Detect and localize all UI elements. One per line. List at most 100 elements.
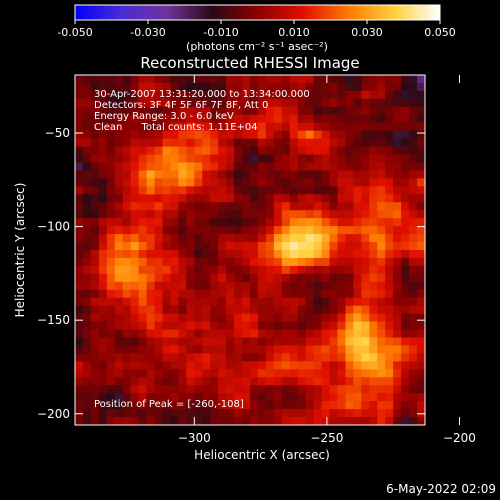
heatmap-cell: [210, 369, 219, 378]
heatmap-cell: [90, 162, 100, 172]
heatmap-cell: [218, 186, 227, 195]
heatmap-cell: [170, 417, 180, 425]
heatmap-cell: [393, 226, 402, 235]
heatmap-cell: [377, 257, 386, 267]
heatmap-cell: [257, 273, 267, 283]
heatmap-cell: [273, 170, 283, 180]
heatmap-cell: [202, 98, 211, 108]
heatmap-cell: [257, 210, 267, 219]
heatmap-cell: [321, 186, 331, 195]
heatmap-cell: [170, 130, 180, 140]
heatmap-cell: [242, 106, 251, 116]
heatmap-cell: [281, 90, 291, 100]
heatmap-cell: [265, 337, 275, 347]
heatmap-cell: [297, 273, 307, 283]
heatmap-cell: [138, 265, 148, 275]
heatmap-cell: [393, 329, 402, 339]
heatmap-cell: [218, 297, 227, 307]
heatmap-cell: [178, 377, 187, 386]
heatmap-cell: [345, 321, 355, 331]
heatmap-cell: [313, 75, 323, 84]
heatmap-cell: [353, 273, 362, 283]
heatmap-cell: [409, 218, 418, 227]
heatmap-cell: [226, 417, 235, 425]
heatmap-cell: [178, 289, 187, 299]
heatmap-cell: [409, 297, 418, 307]
heatmap-cell: [170, 138, 180, 148]
heatmap-cell: [75, 417, 84, 425]
heatmap-cell: [417, 98, 425, 108]
heatmap-cell: [234, 401, 243, 410]
heatmap-cell: [138, 273, 148, 283]
heatmap-cell: [337, 257, 347, 267]
heatmap-cell: [265, 202, 275, 211]
heatmap-cell: [106, 218, 116, 227]
heatmap-cell: [345, 377, 355, 386]
heatmap-cell: [377, 170, 386, 180]
heatmap-cell: [218, 154, 227, 164]
heatmap-cell: [409, 210, 418, 219]
heatmap-cell: [353, 122, 362, 132]
heatmap-cell: [377, 250, 386, 259]
heatmap-cell: [242, 313, 251, 323]
heatmap-cell: [257, 226, 267, 235]
heatmap-cell: [146, 138, 156, 148]
heatmap-cell: [337, 345, 347, 355]
heatmap-cell: [226, 90, 235, 100]
heatmap-cell: [281, 154, 291, 164]
heatmap-cell: [186, 194, 195, 203]
heatmap-cell: [393, 130, 402, 140]
heatmap-cell: [114, 122, 124, 132]
heatmap-cell: [417, 281, 425, 291]
heatmap-cell: [257, 234, 267, 243]
heatmap-cell: [210, 297, 219, 307]
heatmap-cell: [329, 337, 339, 347]
heatmap-cell: [138, 226, 148, 235]
heatmap-cell: [401, 154, 410, 164]
heatmap-cell: [114, 194, 124, 203]
heatmap-cell: [417, 170, 425, 180]
heatmap-cell: [186, 321, 195, 331]
colorbar-bar: [74, 4, 441, 21]
heatmap-cell: [234, 313, 243, 323]
annotation-energy-range: Energy Range: 3.0 - 6.0 keV: [94, 111, 234, 122]
heatmap-cell: [281, 385, 291, 394]
heatmap-cell: [202, 122, 211, 132]
heatmap-cell: [234, 297, 243, 307]
heatmap-cell: [138, 170, 148, 180]
heatmap-cell: [321, 202, 331, 211]
heatmap-cell: [329, 353, 339, 362]
heatmap-cell: [409, 90, 418, 100]
heatmap-cell: [257, 146, 267, 156]
heatmap-cell: [401, 281, 410, 291]
heatmap-cell: [170, 75, 180, 84]
heatmap-cell: [313, 297, 323, 307]
heatmap-cell: [242, 98, 251, 108]
heatmap-cell: [210, 257, 219, 267]
heatmap-cell: [289, 257, 299, 267]
heatmap-cell: [98, 377, 108, 386]
heatmap-cell: [273, 114, 283, 124]
heatmap-cell: [337, 106, 347, 116]
heatmap-cell: [170, 393, 180, 402]
heatmap-cell: [393, 273, 402, 283]
heatmap-cell: [154, 178, 164, 187]
heatmap-cell: [257, 265, 267, 275]
heatmap-cell: [186, 265, 195, 275]
heatmap-cell: [361, 218, 370, 227]
heatmap-cell: [130, 138, 140, 148]
heatmap-cell: [130, 90, 140, 100]
heatmap-cell: [250, 154, 259, 164]
heatmap-cell: [75, 385, 84, 394]
heatmap-cell: [130, 210, 140, 219]
heatmap-cell: [178, 122, 187, 132]
heatmap-cell: [138, 114, 148, 124]
heatmap-cell: [377, 98, 386, 108]
heatmap-cell: [297, 194, 307, 203]
heatmap-cell: [305, 305, 315, 315]
heatmap-cell: [417, 265, 425, 275]
heatmap-cell: [210, 98, 219, 108]
heatmap-cell: [321, 122, 331, 132]
heatmap-cell: [417, 210, 425, 219]
heatmap-cell: [265, 122, 275, 132]
